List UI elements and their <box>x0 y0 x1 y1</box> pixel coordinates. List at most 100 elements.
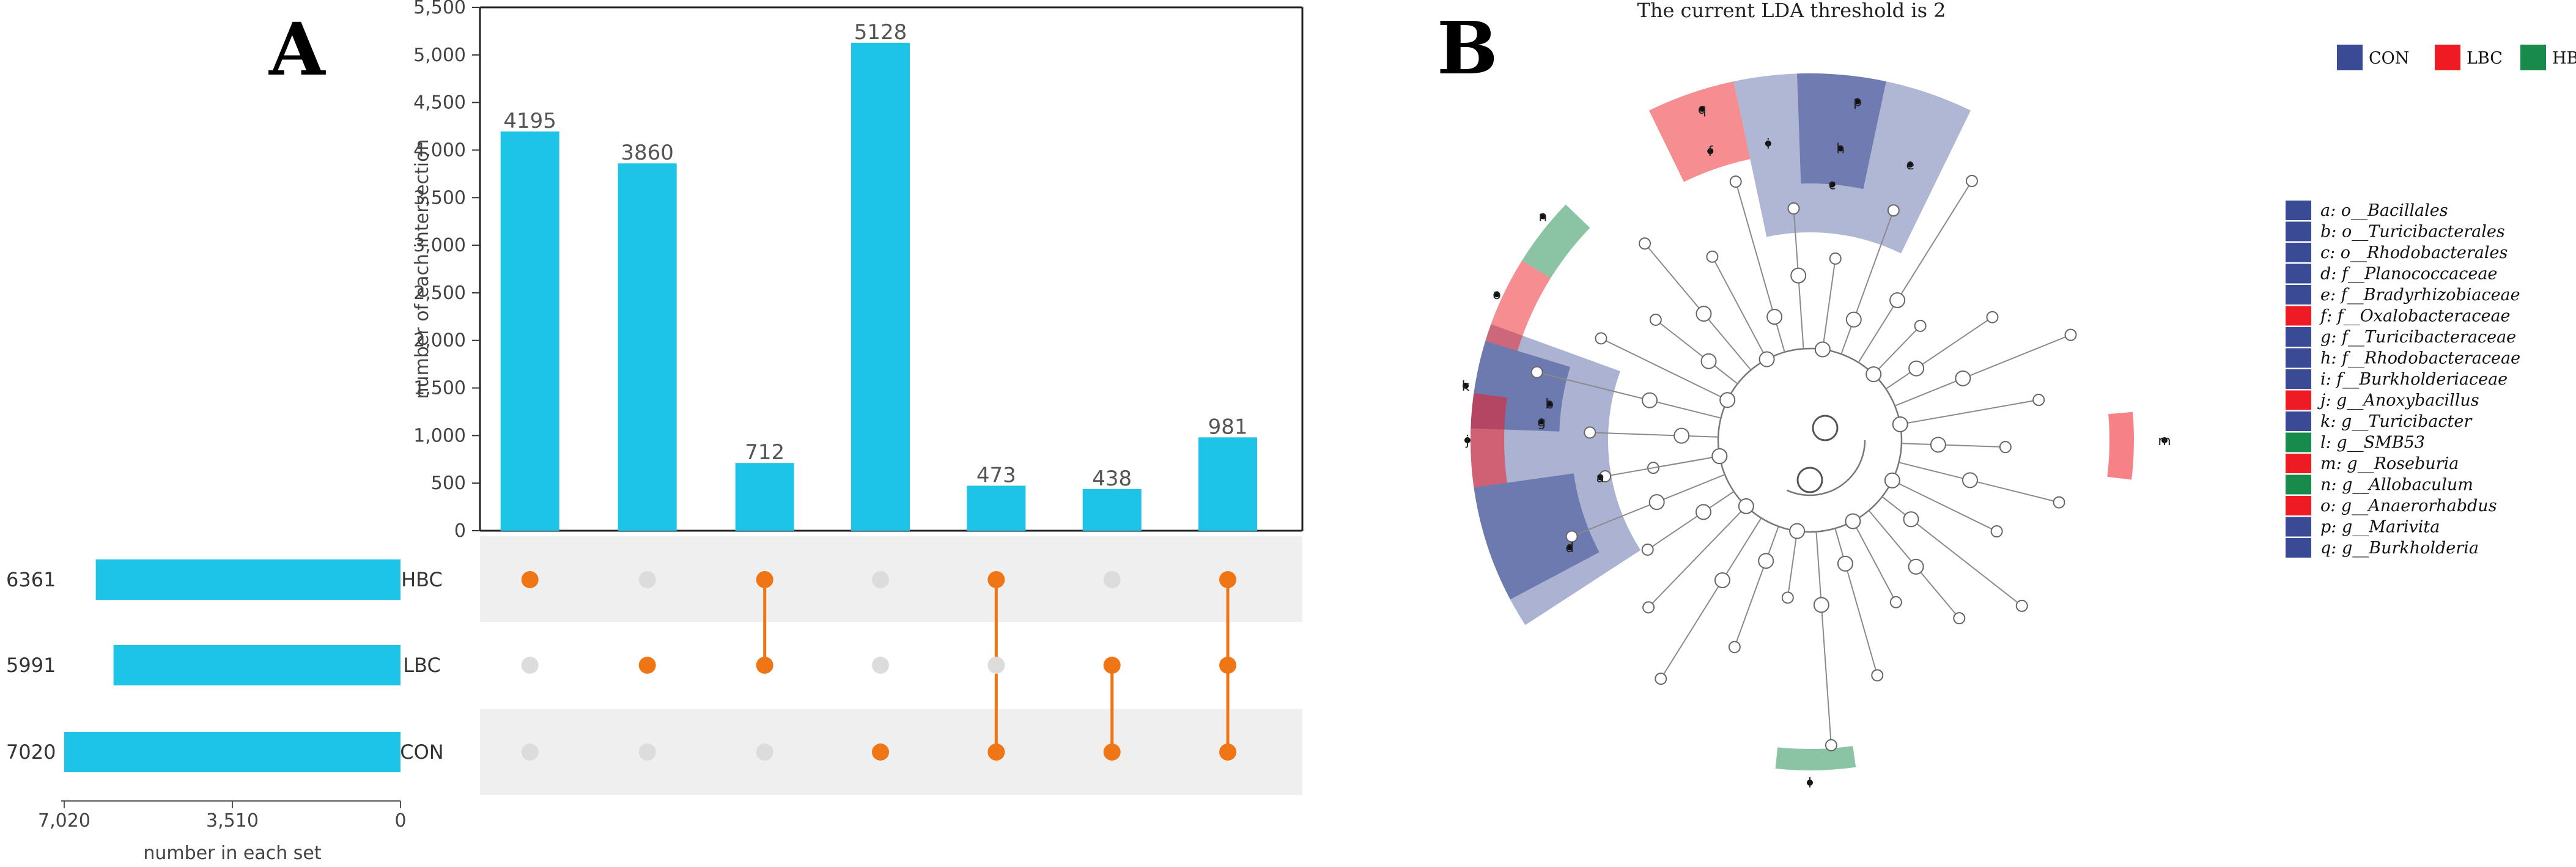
cladogram-node <box>1930 437 1946 453</box>
cladogram-leaf <box>1965 174 1978 187</box>
cladogram-branch <box>1537 371 1721 419</box>
cladogram-leaf <box>1729 175 1742 188</box>
membership-dot-on <box>521 571 539 588</box>
clade-node-dot <box>1546 400 1553 407</box>
clade-node-dot <box>1699 105 1705 112</box>
clade-node-dot <box>1538 418 1545 425</box>
cladogram-branch <box>1571 474 1725 537</box>
cladogram-branch <box>1894 334 2071 407</box>
set-size-value: 7020 <box>6 740 56 764</box>
clade-node-dot <box>1464 437 1471 443</box>
y-tick-label: 3,000 <box>413 235 466 256</box>
clade-roseburia-sector <box>2107 411 2134 480</box>
group-legend-swatch <box>2435 45 2460 70</box>
y-tick-label: 2,000 <box>413 330 466 352</box>
cladogram-branch <box>1644 243 1752 371</box>
set-size-tick-label: 7,020 <box>38 810 90 832</box>
clade-node-letter: h <box>1836 142 1845 157</box>
taxon-legend-label: f: f__Oxalobacteraceae <box>2319 307 2511 326</box>
cladogram-node <box>1955 370 1971 386</box>
clade-node-letter: j <box>1465 434 1469 449</box>
cladogram-node <box>1766 309 1783 325</box>
taxon-legend-label: b: o__Turicibacterales <box>2320 223 2505 242</box>
cladogram-node <box>1812 415 1839 441</box>
cladogram-node <box>1700 353 1717 369</box>
bar-value-label: 981 <box>1208 415 1248 439</box>
set-size-ticks: 7,020 3,510 0 <box>38 801 407 832</box>
cladogram-node <box>1695 504 1711 520</box>
membership-dot-off <box>987 657 1005 674</box>
membership-dot-on <box>638 657 656 674</box>
clade-node-dot <box>1829 181 1836 188</box>
y-tick-label: 1,500 <box>413 378 466 399</box>
cladogram-core-arc <box>1754 384 1866 496</box>
cladogram-node <box>1908 360 1925 377</box>
matrix-row-bg-con <box>480 709 1302 795</box>
cladogram-node <box>1908 558 1924 575</box>
cladogram-node <box>1892 416 1908 432</box>
cladogram-branch <box>1648 506 1747 608</box>
set-size-tick-label: 0 <box>394 810 406 832</box>
taxon-legend-label: q: g__Burkholderia <box>2320 539 2479 558</box>
cladogram-leaf <box>1986 311 1999 323</box>
clade-node-dot <box>1807 780 1813 786</box>
membership-dot-on <box>756 657 773 674</box>
y-tick-label: 4,000 <box>413 139 466 161</box>
set-size-value: 5991 <box>6 654 56 677</box>
bar-value-label: 712 <box>745 440 784 465</box>
cladogram-node <box>1674 427 1690 444</box>
cladogram-leaf <box>1639 237 1652 250</box>
cladogram-branch <box>1590 432 1719 438</box>
intersection-bar <box>1198 437 1258 531</box>
cladogram-branch <box>1901 443 2006 448</box>
set-name-label: HBC <box>401 568 443 591</box>
membership-dot-on <box>1219 743 1237 761</box>
clade-node-dot <box>1907 161 1914 168</box>
taxon-legend-swatch <box>2286 264 2311 284</box>
cladogram-leaf <box>1990 525 2003 538</box>
cladogram-leaf <box>1953 612 1966 625</box>
taxon-legend-swatch <box>2286 432 2311 452</box>
intersection-bar <box>967 485 1026 531</box>
cladogram-branch <box>1821 258 1836 350</box>
cladogram-leaf <box>1825 739 1837 751</box>
membership-dot-on <box>1219 657 1237 674</box>
taxon-legend-label: l: g__SMB53 <box>2320 434 2425 452</box>
cladogram-node <box>1642 392 1658 408</box>
clade-node-letter: c <box>1829 178 1836 193</box>
cladogram-leaf <box>1829 252 1842 265</box>
cladogram-leaf <box>1889 596 1902 608</box>
cladogram-node <box>1813 597 1829 613</box>
cladogram-leaf <box>1787 202 1800 215</box>
intersection-bars: 4195 3860 712 5128 473 438 981 <box>500 20 1258 531</box>
taxon-legend-swatch <box>2286 411 2311 431</box>
membership-dot-on <box>756 571 773 588</box>
cladogram-branch <box>1647 491 1735 550</box>
clade-node-letter: k <box>1462 379 1470 394</box>
cladogram-node <box>1889 292 1906 309</box>
taxon-legend-swatch <box>2286 327 2311 347</box>
taxon-legend-swatch <box>2286 517 2311 537</box>
membership-matrix-background <box>480 536 1302 795</box>
cladogram-leaf <box>2064 328 2077 341</box>
taxon-legend-label: e: f__Bradyrhizobiaceae <box>2320 286 2520 304</box>
y-axis-title: number of each intersection <box>411 139 433 399</box>
group-legend-swatch <box>2520 45 2546 70</box>
cladogram-branch <box>1852 520 1897 603</box>
cladogram-node <box>1758 553 1774 569</box>
membership-dot-off <box>638 743 656 761</box>
taxon-legend-label: a: o__Bacillales <box>2320 201 2448 220</box>
cladogram-leaf <box>1781 591 1794 604</box>
bar-value-label: 473 <box>976 463 1016 487</box>
clade-node-letter: o <box>1493 287 1500 303</box>
cladogram-node <box>1884 472 1900 489</box>
set-size-tick-label: 3,510 <box>206 810 259 832</box>
clade-node-letter: p <box>1853 94 1862 109</box>
membership-dot-on <box>872 743 890 761</box>
cladogram-node <box>1789 523 1806 539</box>
cladogram-branch <box>1834 528 1878 676</box>
clade-node-letter: g <box>1537 415 1546 430</box>
y-tick-label: 4,500 <box>413 92 466 114</box>
cladogram-leaf <box>1871 669 1884 682</box>
bar-value-label: 4195 <box>503 109 556 133</box>
